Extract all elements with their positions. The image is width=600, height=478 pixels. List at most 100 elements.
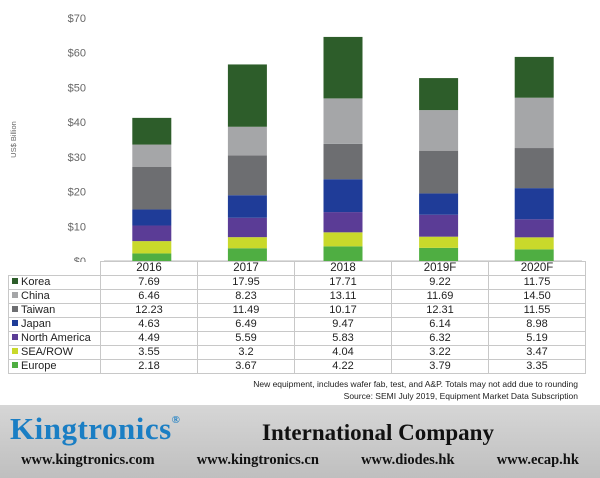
legend-label: China — [21, 290, 50, 302]
table-cell: 11.55 — [488, 303, 586, 318]
table-header-cell: 2018 — [294, 261, 392, 276]
bar-segment — [514, 249, 554, 261]
brand-name: Kingtronics — [10, 411, 172, 446]
y-tick-label: $50 — [68, 82, 86, 94]
bar-segment — [227, 248, 267, 261]
website-links: www.kingtronics.com www.kingtronics.cn w… — [0, 452, 600, 469]
legend-swatch — [12, 292, 18, 298]
table-cell: 9.22 — [391, 275, 489, 290]
table-row: Europe 2.18 3.67 4.22 3.79 3.35 — [8, 359, 586, 374]
table-row: Japan 4.63 6.49 9.47 6.14 8.98 — [8, 317, 586, 332]
bar-segment — [323, 232, 363, 247]
table-cell: 6.49 — [197, 317, 295, 332]
table-cell: 17.71 — [294, 275, 392, 290]
table-cell: 6.32 — [391, 331, 489, 346]
bar-segment — [323, 212, 363, 233]
bar-segment — [419, 236, 459, 248]
legend-label: SEA/ROW — [21, 346, 73, 358]
table-cell: 12.23 — [100, 303, 198, 318]
bar-segment — [132, 166, 172, 210]
bar-segment — [132, 209, 172, 226]
brand-logo: Kingtronics® — [10, 411, 180, 447]
stacked-bar-chart: $0 $10 $20 $30 $40 $50 $60 $70 US$ Billion — [9, 13, 582, 262]
bar-segment — [132, 241, 172, 254]
table-cell: 4.63 — [100, 317, 198, 332]
bar-segment — [514, 219, 554, 238]
table-cell: 3.79 — [391, 359, 489, 374]
table-cell: 11.69 — [391, 289, 489, 304]
table-header-cell: 2017 — [197, 261, 295, 276]
bar-segment — [419, 214, 459, 237]
table-cell: 6.14 — [391, 317, 489, 332]
website-link[interactable]: www.ecap.hk — [496, 452, 579, 468]
legend-entry: Taiwan — [8, 303, 101, 318]
legend-swatch — [12, 362, 18, 368]
registered-mark: ® — [171, 414, 181, 426]
table-cell: 4.49 — [100, 331, 198, 346]
website-link[interactable]: www.kingtronics.com — [21, 452, 155, 468]
bar-segment — [514, 188, 554, 220]
table-header-row: 2016 2017 2018 2019F 2020F — [9, 261, 586, 276]
bar-segment — [323, 36, 363, 99]
bar-segment — [132, 144, 172, 167]
bar-segment — [227, 217, 267, 238]
table-cell: 17.95 — [197, 275, 295, 290]
table-cell: 3.67 — [197, 359, 295, 374]
y-tick-label: $20 — [68, 187, 86, 199]
table-cell: 14.50 — [488, 289, 586, 304]
legend-swatch — [12, 306, 18, 312]
bar-segment — [514, 237, 554, 250]
table-cell: 3.47 — [488, 345, 586, 360]
table-row: SEA/ROW 3.55 3.2 4.04 3.22 3.47 — [8, 345, 586, 360]
y-axis-title: US$ Billion — [9, 121, 18, 158]
bar-segment — [227, 155, 267, 196]
legend-entry: North America — [8, 331, 101, 346]
table-row: China 6.46 8.23 13.11 11.69 14.50 — [8, 289, 586, 304]
table-cell: 11.49 — [197, 303, 295, 318]
table-header-cell: 2016 — [100, 261, 198, 276]
website-link[interactable]: www.kingtronics.cn — [196, 452, 319, 468]
website-link[interactable]: www.diodes.hk — [361, 452, 455, 468]
bar-segment — [419, 247, 459, 261]
bar-segment — [323, 98, 363, 144]
company-name: International Company — [262, 420, 494, 445]
bar-segment — [227, 237, 267, 249]
bar-segment — [419, 150, 459, 194]
legend-swatch — [12, 334, 18, 340]
table-cell: 8.23 — [197, 289, 295, 304]
table-cell: 8.98 — [488, 317, 586, 332]
bar-segment — [514, 97, 554, 149]
y-tick-label: $30 — [68, 152, 86, 164]
bar-segment — [227, 64, 267, 127]
table-cell: 5.19 — [488, 331, 586, 346]
table-cell: 3.22 — [391, 345, 489, 360]
chart-source: Source: SEMI July 2019, Equipment Market… — [343, 391, 578, 401]
table-cell: 6.46 — [100, 289, 198, 304]
legend-label: Japan — [21, 318, 51, 330]
legend-entry: China — [8, 289, 101, 304]
table-header-cell: 2020F — [488, 261, 586, 276]
legend-entry: Korea — [8, 275, 101, 290]
y-tick-label: $40 — [68, 117, 86, 129]
y-tick-label: $70 — [68, 13, 86, 25]
table-cell: 4.04 — [294, 345, 392, 360]
legend-swatch — [12, 278, 18, 284]
table-cell: 7.69 — [100, 275, 198, 290]
bar-segment — [419, 110, 459, 151]
legend-entry: Europe — [8, 359, 101, 374]
company-banner: Kingtronics® International Company www.k… — [0, 405, 600, 478]
table-cell: 4.22 — [294, 359, 392, 374]
legend-swatch — [12, 320, 18, 326]
legend-label: North America — [21, 332, 91, 344]
table-cell: 13.11 — [294, 289, 392, 304]
bar-segment — [514, 56, 554, 98]
table-cell: 3.35 — [488, 359, 586, 374]
bar-segment — [323, 179, 363, 213]
table-cell: 10.17 — [294, 303, 392, 318]
bar-segment — [227, 126, 267, 156]
legend-label: Europe — [21, 360, 57, 372]
y-tick-label: $10 — [68, 221, 86, 233]
table-cell: 3.2 — [197, 345, 295, 360]
table-cell: 2.18 — [100, 359, 198, 374]
bar-segment — [323, 143, 363, 180]
